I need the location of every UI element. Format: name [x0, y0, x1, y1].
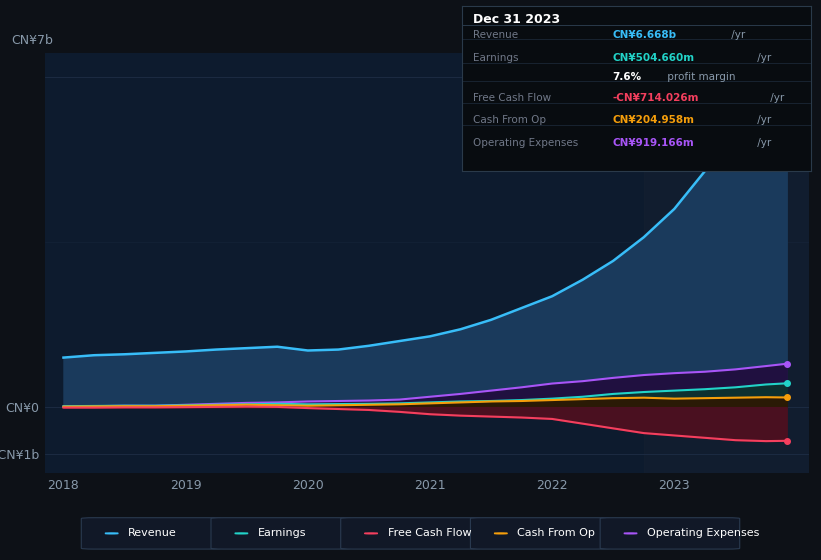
- Circle shape: [365, 533, 378, 534]
- Text: Earnings: Earnings: [473, 53, 518, 63]
- Text: Free Cash Flow: Free Cash Flow: [388, 529, 471, 538]
- Text: /yr: /yr: [767, 93, 784, 103]
- Text: profit margin: profit margin: [664, 72, 736, 82]
- Circle shape: [105, 533, 118, 534]
- Text: -CN¥714.026m: -CN¥714.026m: [612, 93, 699, 103]
- Bar: [644, 53, 809, 473]
- Text: CN¥919.166m: CN¥919.166m: [612, 138, 694, 148]
- Text: 7.6%: 7.6%: [612, 72, 641, 82]
- Text: Cash From Op: Cash From Op: [473, 115, 546, 125]
- Text: Earnings: Earnings: [258, 529, 306, 538]
- Text: /yr: /yr: [754, 115, 772, 125]
- Circle shape: [235, 533, 248, 534]
- Text: CN¥204.958m: CN¥204.958m: [612, 115, 695, 125]
- Text: Operating Expenses: Operating Expenses: [647, 529, 759, 538]
- Text: CN¥7b: CN¥7b: [11, 34, 53, 47]
- FancyBboxPatch shape: [341, 517, 480, 549]
- Text: Operating Expenses: Operating Expenses: [473, 138, 578, 148]
- Circle shape: [624, 533, 637, 534]
- Text: CN¥504.660m: CN¥504.660m: [612, 53, 695, 63]
- Text: Dec 31 2023: Dec 31 2023: [473, 13, 560, 26]
- FancyBboxPatch shape: [600, 517, 740, 549]
- Text: CN¥6.668b: CN¥6.668b: [612, 30, 677, 40]
- Circle shape: [494, 533, 507, 534]
- FancyBboxPatch shape: [211, 517, 351, 549]
- Text: /yr: /yr: [754, 138, 772, 148]
- FancyBboxPatch shape: [81, 517, 221, 549]
- Text: Cash From Op: Cash From Op: [517, 529, 595, 538]
- Text: Free Cash Flow: Free Cash Flow: [473, 93, 551, 103]
- FancyBboxPatch shape: [470, 517, 610, 549]
- Text: Revenue: Revenue: [128, 529, 177, 538]
- Text: /yr: /yr: [754, 53, 772, 63]
- Text: /yr: /yr: [728, 30, 745, 40]
- Text: Revenue: Revenue: [473, 30, 518, 40]
